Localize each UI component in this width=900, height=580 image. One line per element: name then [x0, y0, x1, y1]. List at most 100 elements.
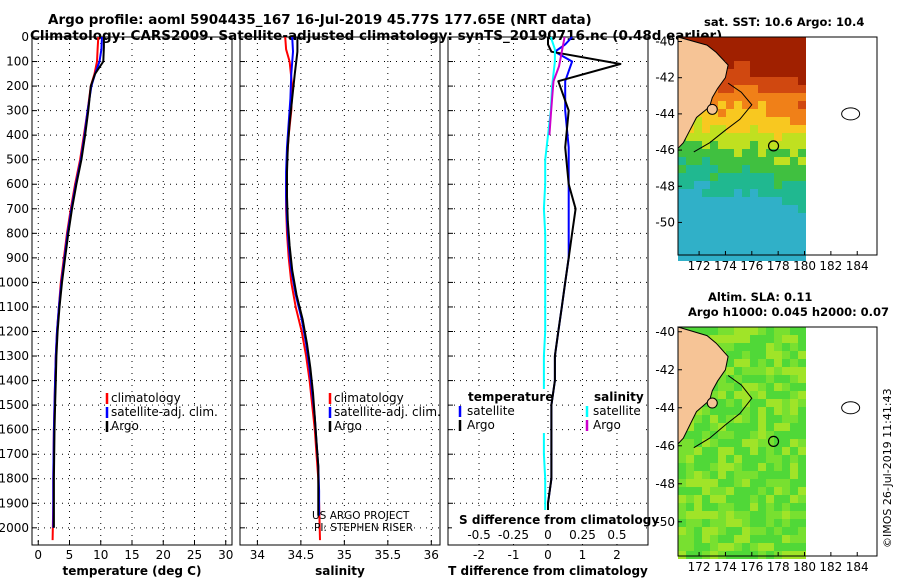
- map-pixel: [726, 213, 734, 221]
- map-pixel: [782, 519, 790, 527]
- series-line-argo: [286, 37, 320, 516]
- map-pixel: [718, 383, 726, 391]
- y-tick-label: 1700: [0, 447, 29, 461]
- map-pixel: [782, 157, 790, 165]
- map-pixel: [734, 375, 742, 383]
- map-pixel: [726, 77, 734, 85]
- map-pixel: [750, 69, 758, 77]
- map-pixel: [734, 519, 742, 527]
- map-pixel: [766, 85, 774, 93]
- map-pixel: [758, 343, 766, 351]
- map-pixel: [742, 213, 750, 221]
- map-pixel: [718, 237, 726, 245]
- map-pixel: [702, 253, 710, 261]
- map-pixel: [766, 245, 774, 253]
- map-pixel: [742, 37, 750, 45]
- map-lat-label: -40: [655, 35, 675, 49]
- map-pixel: [718, 335, 726, 343]
- map-frame: [677, 36, 878, 256]
- map-pixel: [742, 383, 750, 391]
- map-pixel: [790, 245, 798, 253]
- map-pixel: [750, 197, 758, 205]
- map-pixel: [758, 77, 766, 85]
- map-pixel: [686, 133, 694, 141]
- map-pixel: [798, 133, 806, 141]
- map-pixel: [774, 383, 782, 391]
- map-pixel: [750, 447, 758, 455]
- map-pixel: [766, 351, 774, 359]
- map-pixel: [774, 391, 782, 399]
- map-pixel: [734, 133, 742, 141]
- map-pixel: [750, 383, 758, 391]
- map-pixel: [702, 149, 710, 157]
- map-pixel: [734, 205, 742, 213]
- map-pixel: [774, 351, 782, 359]
- map-pixel: [710, 189, 718, 197]
- map-pixel: [758, 383, 766, 391]
- map-pixel: [686, 455, 694, 463]
- map-pixel: [734, 125, 742, 133]
- map-pixel: [758, 439, 766, 447]
- map-pixel: [790, 125, 798, 133]
- plot-frame: [239, 36, 441, 546]
- map-pixel: [734, 213, 742, 221]
- map-pixel: [726, 535, 734, 543]
- map-pixel: [702, 165, 710, 173]
- map-pixel: [734, 399, 742, 407]
- map-pixel: [782, 109, 790, 117]
- map-pixel: [742, 53, 750, 61]
- map-pixel: [758, 117, 766, 125]
- map-pixel: [766, 519, 774, 527]
- map-pixel: [750, 141, 758, 149]
- map-pixel: [726, 125, 734, 133]
- map-pixel: [678, 543, 686, 551]
- map-pixel: [750, 399, 758, 407]
- map-pixel: [798, 407, 806, 415]
- map-pixel: [694, 439, 702, 447]
- map-pixel: [742, 391, 750, 399]
- map-pixel: [766, 229, 774, 237]
- map-pixel: [702, 213, 710, 221]
- map-pixel: [766, 535, 774, 543]
- map-pixel: [742, 351, 750, 359]
- map-pixel: [678, 447, 686, 455]
- map-pixel: [686, 431, 694, 439]
- map-pixel: [718, 245, 726, 253]
- map-pixel: [798, 165, 806, 173]
- map-pixel: [726, 245, 734, 253]
- map-pixel: [798, 335, 806, 343]
- map-pixel: [718, 205, 726, 213]
- map-pixel: [774, 125, 782, 133]
- map-pixel: [798, 93, 806, 101]
- map-pixel: [774, 61, 782, 69]
- map-pixel: [742, 221, 750, 229]
- map-pixel: [766, 527, 774, 535]
- map-pixel: [790, 141, 798, 149]
- map-pixel: [798, 495, 806, 503]
- map-pixel: [734, 343, 742, 351]
- map-pixel: [782, 165, 790, 173]
- map-pixel: [782, 229, 790, 237]
- map-pixel: [782, 367, 790, 375]
- map-pixel: [790, 351, 798, 359]
- map-pixel: [798, 487, 806, 495]
- map-pixel: [790, 487, 798, 495]
- map-pixel: [758, 431, 766, 439]
- map-pixel: [774, 463, 782, 471]
- map-pixel: [782, 375, 790, 383]
- map-pixel: [718, 407, 726, 415]
- map-pixel: [734, 359, 742, 367]
- map-pixel: [758, 53, 766, 61]
- map-pixel: [694, 479, 702, 487]
- map-pixel: [710, 423, 718, 431]
- map-pixel: [750, 391, 758, 399]
- map-pixel: [766, 173, 774, 181]
- map-pixel: [686, 423, 694, 431]
- map-pixel: [798, 479, 806, 487]
- map-pixel: [750, 165, 758, 173]
- map-pixel: [686, 197, 694, 205]
- map-pixel: [758, 237, 766, 245]
- map-pixel: [750, 181, 758, 189]
- map-pixel: [702, 447, 710, 455]
- map-pixel: [702, 551, 710, 559]
